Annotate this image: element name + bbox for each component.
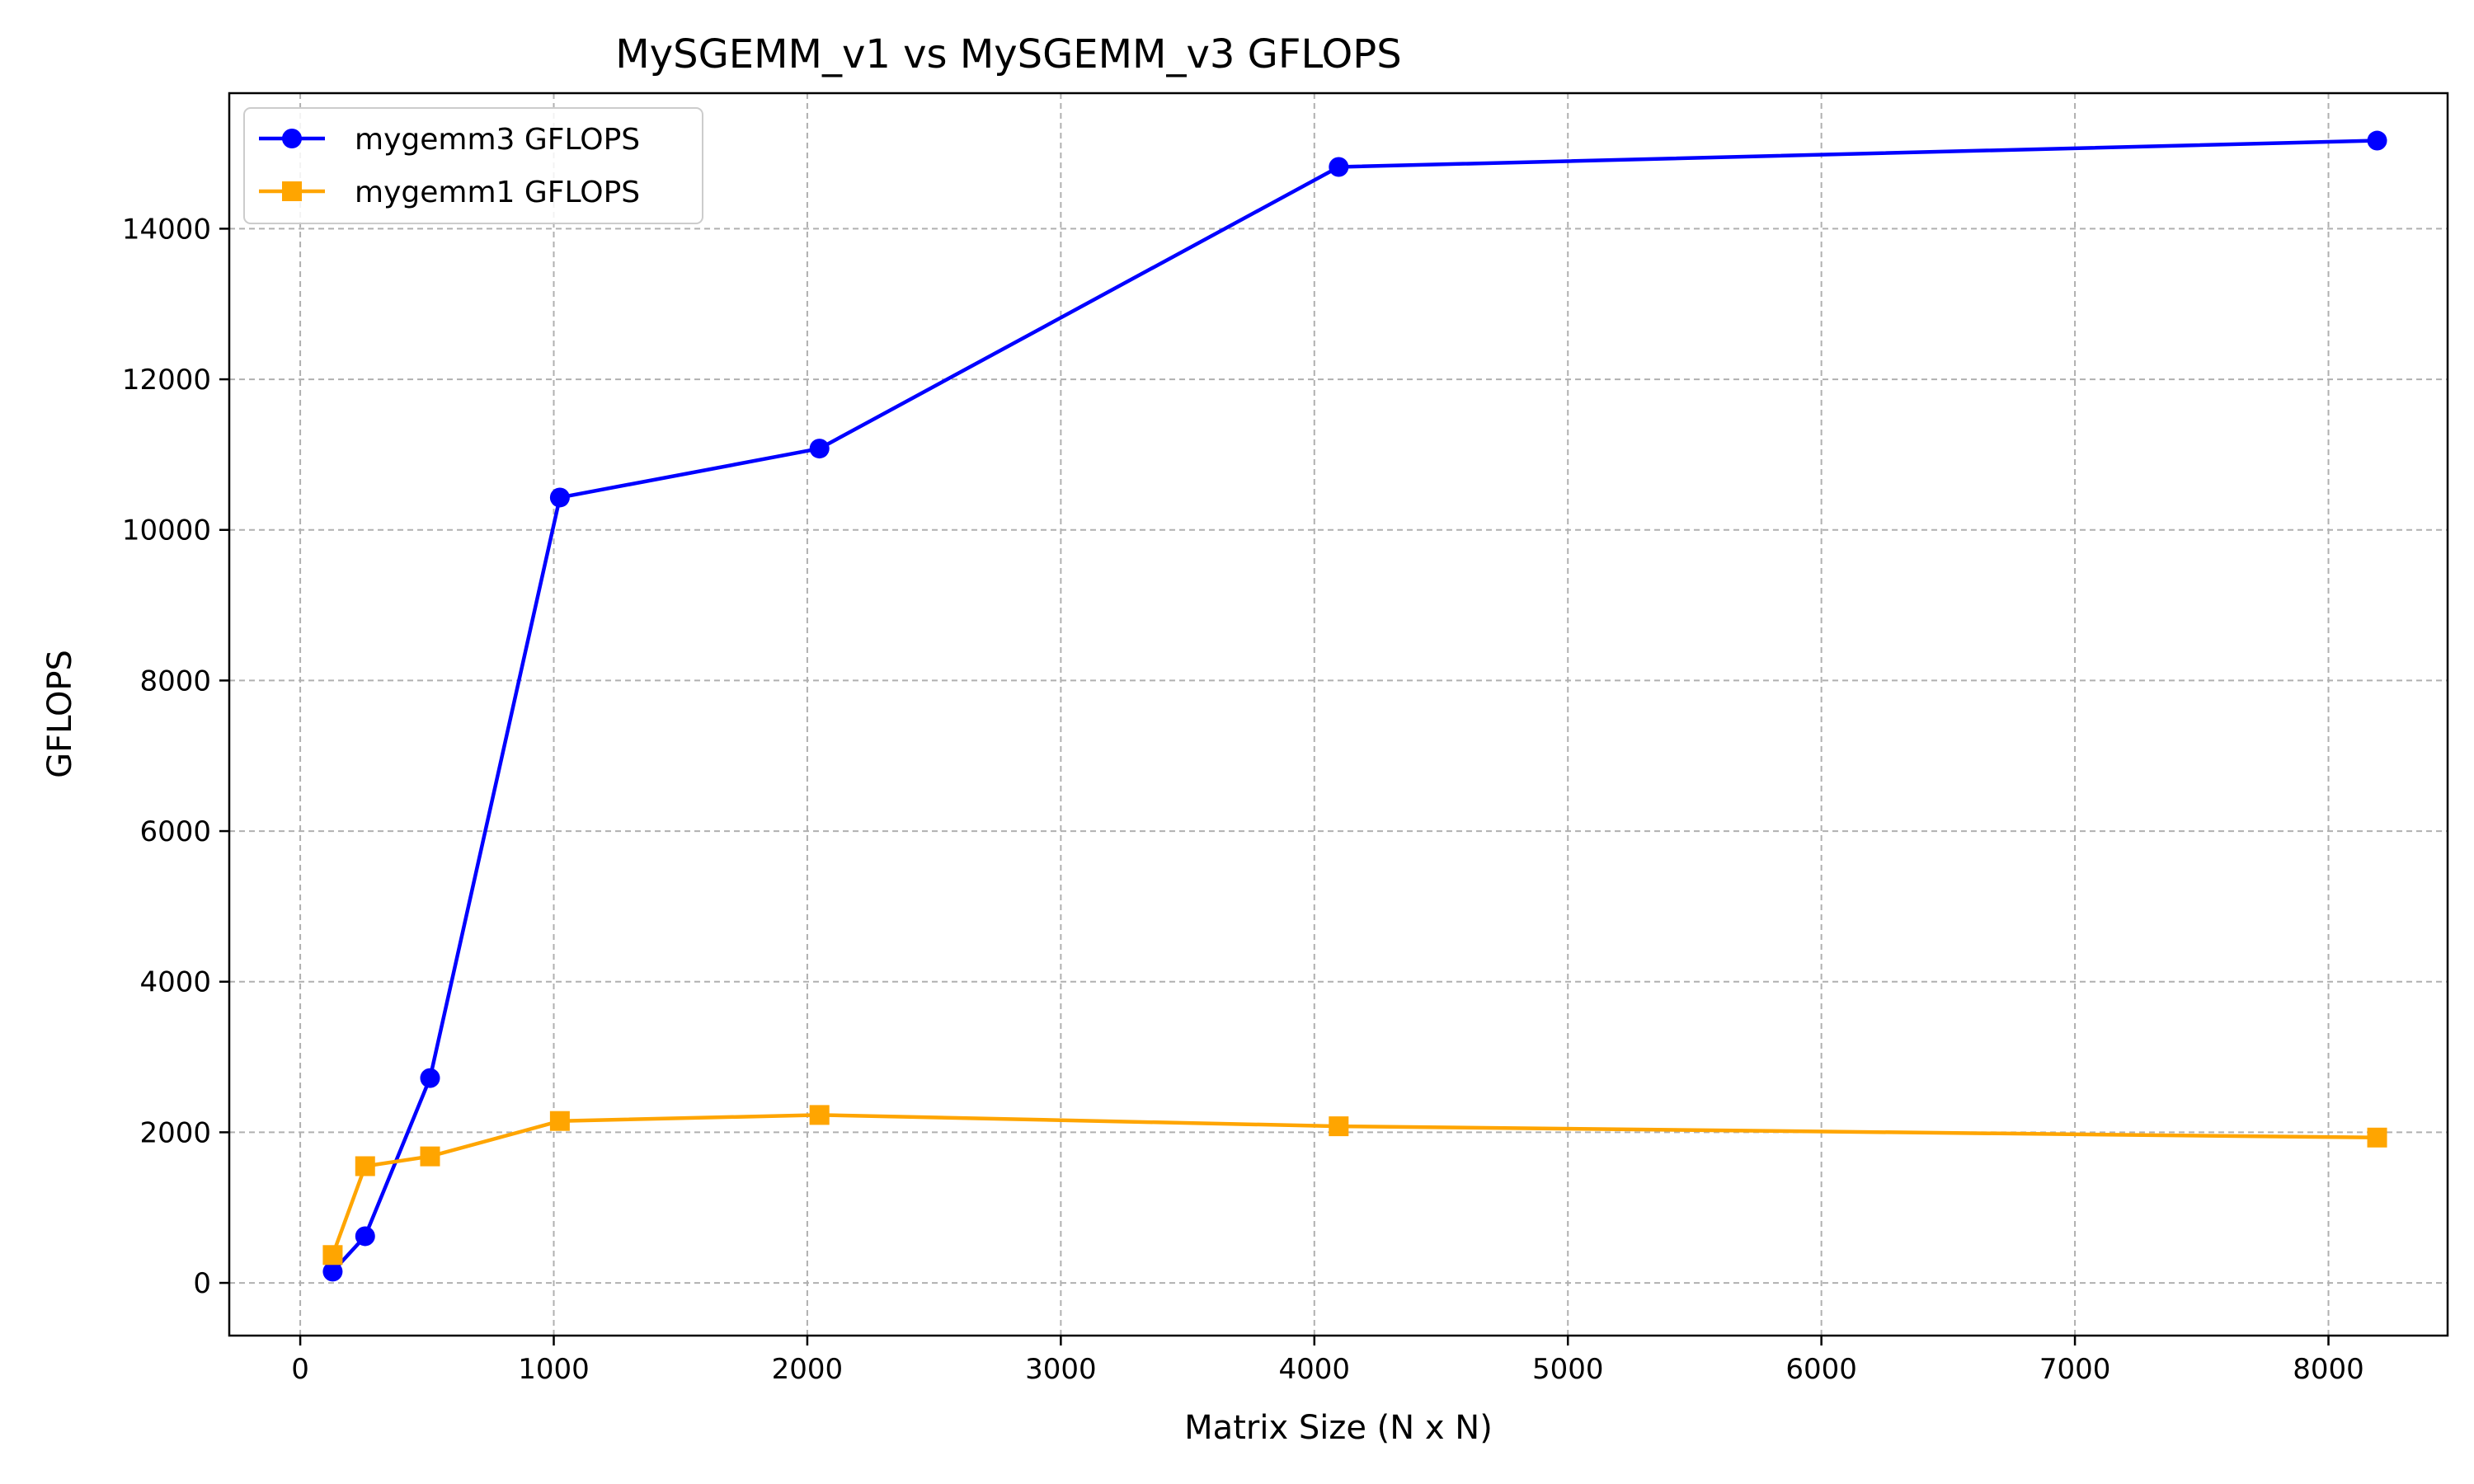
data-point <box>420 1068 440 1088</box>
data-point <box>322 1261 343 1282</box>
x-tick-label: 0 <box>291 1353 309 1386</box>
plot-frame <box>228 92 2449 1337</box>
data-point <box>322 1245 343 1266</box>
data-point <box>355 1156 375 1176</box>
data-point <box>549 487 570 508</box>
y-tick-label: 4000 <box>139 966 211 999</box>
legend: mygemm3 GFLOPS mygemm1 GFLOPS <box>243 107 703 224</box>
data-point <box>549 1111 570 1131</box>
series-layer <box>322 130 2387 1282</box>
grid <box>229 93 2448 1336</box>
chart-title: MySGEMM_v1 vs MySGEMM_v3 GFLOPS <box>615 31 1401 77</box>
series-1 <box>322 130 2387 1282</box>
ticks: 0 1000 2000 3000 4000 5000 6000 7000 8000 0 2000 40… <box>122 213 2364 1386</box>
x-tick-label: 6000 <box>1785 1353 1857 1386</box>
y-tick-label: 8000 <box>139 665 211 697</box>
data-point <box>2367 1127 2387 1148</box>
y-tick-label: 10000 <box>122 514 211 547</box>
y-tick-label: 6000 <box>139 815 211 848</box>
legend-label: mygemm1 GFLOPS <box>355 176 640 209</box>
data-point <box>355 1226 375 1247</box>
x-axis-label: Matrix Size (N x N) <box>1184 1409 1493 1447</box>
x-tick-label: 5000 <box>1532 1353 1604 1386</box>
series-2 <box>322 1105 2387 1266</box>
data-point <box>809 439 830 459</box>
x-tick-label: 2000 <box>772 1353 844 1386</box>
x-tick-label: 3000 <box>1025 1353 1097 1386</box>
legend-label: mygemm3 GFLOPS <box>355 123 640 157</box>
data-point <box>1329 157 1349 177</box>
data-point <box>1329 1116 1349 1137</box>
data-point <box>420 1146 440 1167</box>
x-tick-label: 1000 <box>518 1353 590 1386</box>
y-axis-label: GFLOPS <box>41 650 79 778</box>
y-tick-label: 14000 <box>122 213 211 246</box>
series-line <box>331 1113 2378 1256</box>
legend-box <box>243 107 703 224</box>
data-point <box>2367 130 2387 151</box>
y-tick-label: 0 <box>193 1267 211 1300</box>
legend-marker <box>282 181 302 201</box>
x-tick-label: 8000 <box>2293 1353 2364 1386</box>
series-line <box>331 139 2378 1273</box>
data-point <box>809 1105 830 1125</box>
x-tick-label: 7000 <box>2039 1353 2111 1386</box>
legend-marker <box>282 129 302 148</box>
y-tick-label: 2000 <box>139 1116 211 1149</box>
x-tick-label: 4000 <box>1279 1353 1351 1386</box>
y-tick-label: 12000 <box>122 364 211 397</box>
